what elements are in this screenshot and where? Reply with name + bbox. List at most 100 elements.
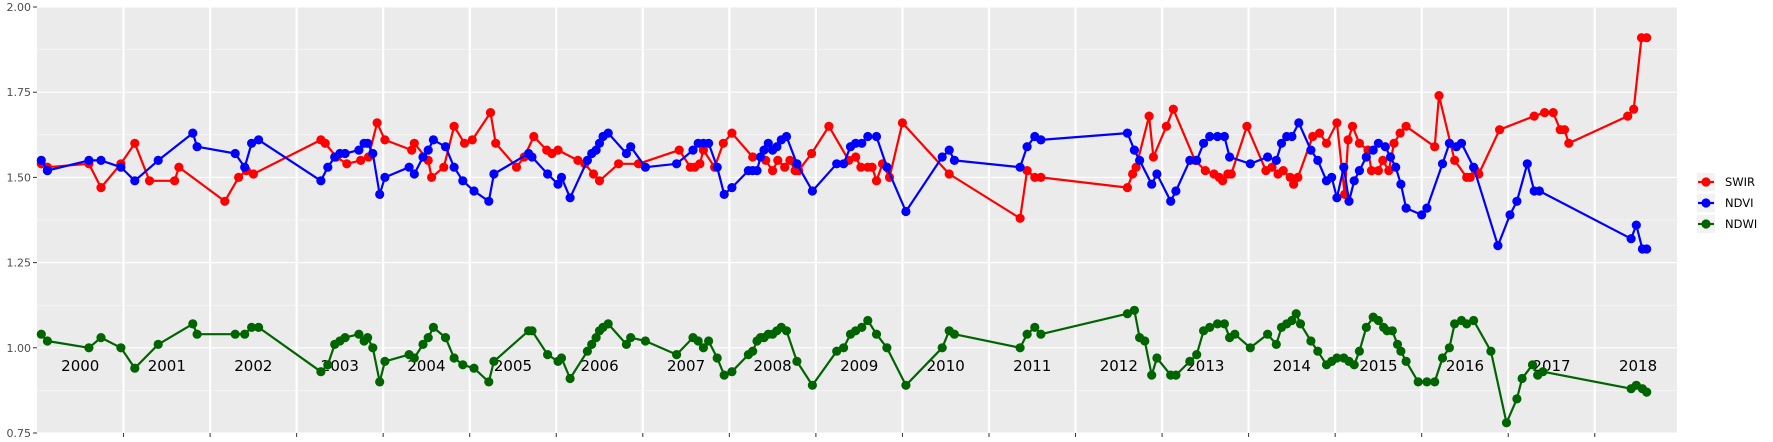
data-point bbox=[1313, 155, 1323, 165]
data-point bbox=[1373, 138, 1383, 148]
data-point bbox=[1444, 138, 1454, 148]
data-point bbox=[937, 152, 947, 162]
data-point bbox=[1623, 111, 1633, 121]
data-point bbox=[188, 128, 198, 138]
data-point bbox=[409, 138, 419, 148]
data-point bbox=[698, 343, 709, 353]
data-point bbox=[867, 162, 877, 172]
data-point bbox=[1366, 166, 1377, 176]
year-label: 2008 bbox=[754, 357, 792, 375]
data-point bbox=[409, 353, 419, 363]
data-point bbox=[404, 162, 414, 172]
data-point bbox=[1295, 319, 1306, 329]
data-point bbox=[901, 206, 911, 217]
data-point bbox=[1185, 356, 1195, 366]
data-point bbox=[573, 155, 583, 165]
data-point bbox=[42, 336, 53, 346]
data-point bbox=[1332, 193, 1342, 203]
data-point bbox=[773, 155, 783, 165]
data-point bbox=[153, 339, 163, 349]
data-point bbox=[230, 329, 240, 339]
data-point bbox=[247, 138, 257, 148]
year-label: 2010 bbox=[927, 357, 965, 375]
data-point bbox=[857, 138, 867, 148]
data-point bbox=[565, 373, 575, 384]
data-point bbox=[368, 343, 378, 353]
data-point bbox=[1642, 244, 1652, 254]
data-point bbox=[640, 162, 651, 172]
data-point bbox=[1450, 155, 1460, 165]
data-point bbox=[469, 363, 479, 373]
data-point bbox=[1629, 104, 1639, 114]
year-label: 2002 bbox=[234, 357, 272, 375]
data-point bbox=[84, 155, 94, 165]
data-point bbox=[363, 333, 373, 343]
data-point bbox=[428, 322, 438, 332]
data-point bbox=[1380, 142, 1390, 152]
data-point bbox=[428, 135, 438, 145]
y-tick-label: 1.75 bbox=[7, 86, 32, 99]
data-point bbox=[1321, 138, 1332, 148]
data-point bbox=[1128, 169, 1138, 179]
y-tick-label: 0.75 bbox=[7, 427, 32, 440]
data-point bbox=[1205, 131, 1215, 142]
data-point bbox=[871, 131, 882, 142]
data-point bbox=[871, 176, 882, 186]
data-point bbox=[1122, 183, 1132, 193]
data-point bbox=[1548, 108, 1558, 118]
data-point bbox=[901, 380, 911, 390]
data-point bbox=[1285, 172, 1295, 182]
data-point bbox=[1263, 152, 1273, 162]
data-point bbox=[1517, 373, 1527, 384]
data-point bbox=[375, 377, 385, 387]
data-point bbox=[1495, 125, 1505, 135]
data-point bbox=[1313, 346, 1323, 356]
data-point bbox=[449, 353, 459, 363]
data-point bbox=[423, 145, 433, 155]
data-point bbox=[1564, 138, 1574, 148]
data-point bbox=[1422, 377, 1432, 387]
data-point bbox=[553, 145, 563, 155]
data-point bbox=[582, 155, 593, 165]
data-point bbox=[781, 326, 792, 336]
data-point bbox=[323, 162, 333, 172]
data-point bbox=[1135, 155, 1145, 165]
data-point bbox=[752, 166, 762, 176]
data-point bbox=[1015, 213, 1025, 223]
series-ndwi bbox=[36, 305, 1652, 428]
data-point bbox=[1166, 196, 1176, 206]
series-ndvi bbox=[36, 118, 1652, 254]
data-point bbox=[897, 118, 908, 128]
data-point bbox=[36, 155, 46, 165]
year-label: 2011 bbox=[1013, 357, 1051, 375]
data-point bbox=[1413, 377, 1423, 387]
year-labels: 2000 2001 2002 2003 2004 2005 2006 2007 2008 2009… bbox=[61, 357, 1657, 375]
data-point bbox=[543, 169, 553, 179]
data-point bbox=[511, 162, 522, 172]
data-point bbox=[1401, 203, 1411, 213]
data-point bbox=[1349, 176, 1359, 186]
data-point bbox=[588, 169, 599, 179]
data-point bbox=[780, 162, 790, 172]
y-tick-label: 2.00 bbox=[7, 1, 32, 14]
data-point bbox=[582, 346, 593, 356]
data-point bbox=[759, 145, 769, 155]
data-point bbox=[1522, 159, 1532, 169]
data-point bbox=[949, 329, 960, 339]
data-point bbox=[1147, 179, 1157, 189]
data-point bbox=[1200, 166, 1210, 176]
data-point bbox=[1294, 118, 1304, 128]
data-point bbox=[1122, 309, 1132, 319]
data-point bbox=[1512, 394, 1522, 404]
y-tick-label: 1.25 bbox=[7, 257, 32, 270]
data-point bbox=[807, 148, 817, 159]
data-point bbox=[1373, 166, 1383, 176]
data-point bbox=[674, 145, 684, 155]
data-point bbox=[380, 172, 390, 182]
data-point bbox=[1291, 309, 1301, 319]
data-point bbox=[1219, 131, 1229, 142]
data-point bbox=[882, 162, 892, 172]
data-point bbox=[254, 135, 264, 145]
data-point bbox=[320, 138, 330, 148]
data-point bbox=[1540, 108, 1550, 118]
